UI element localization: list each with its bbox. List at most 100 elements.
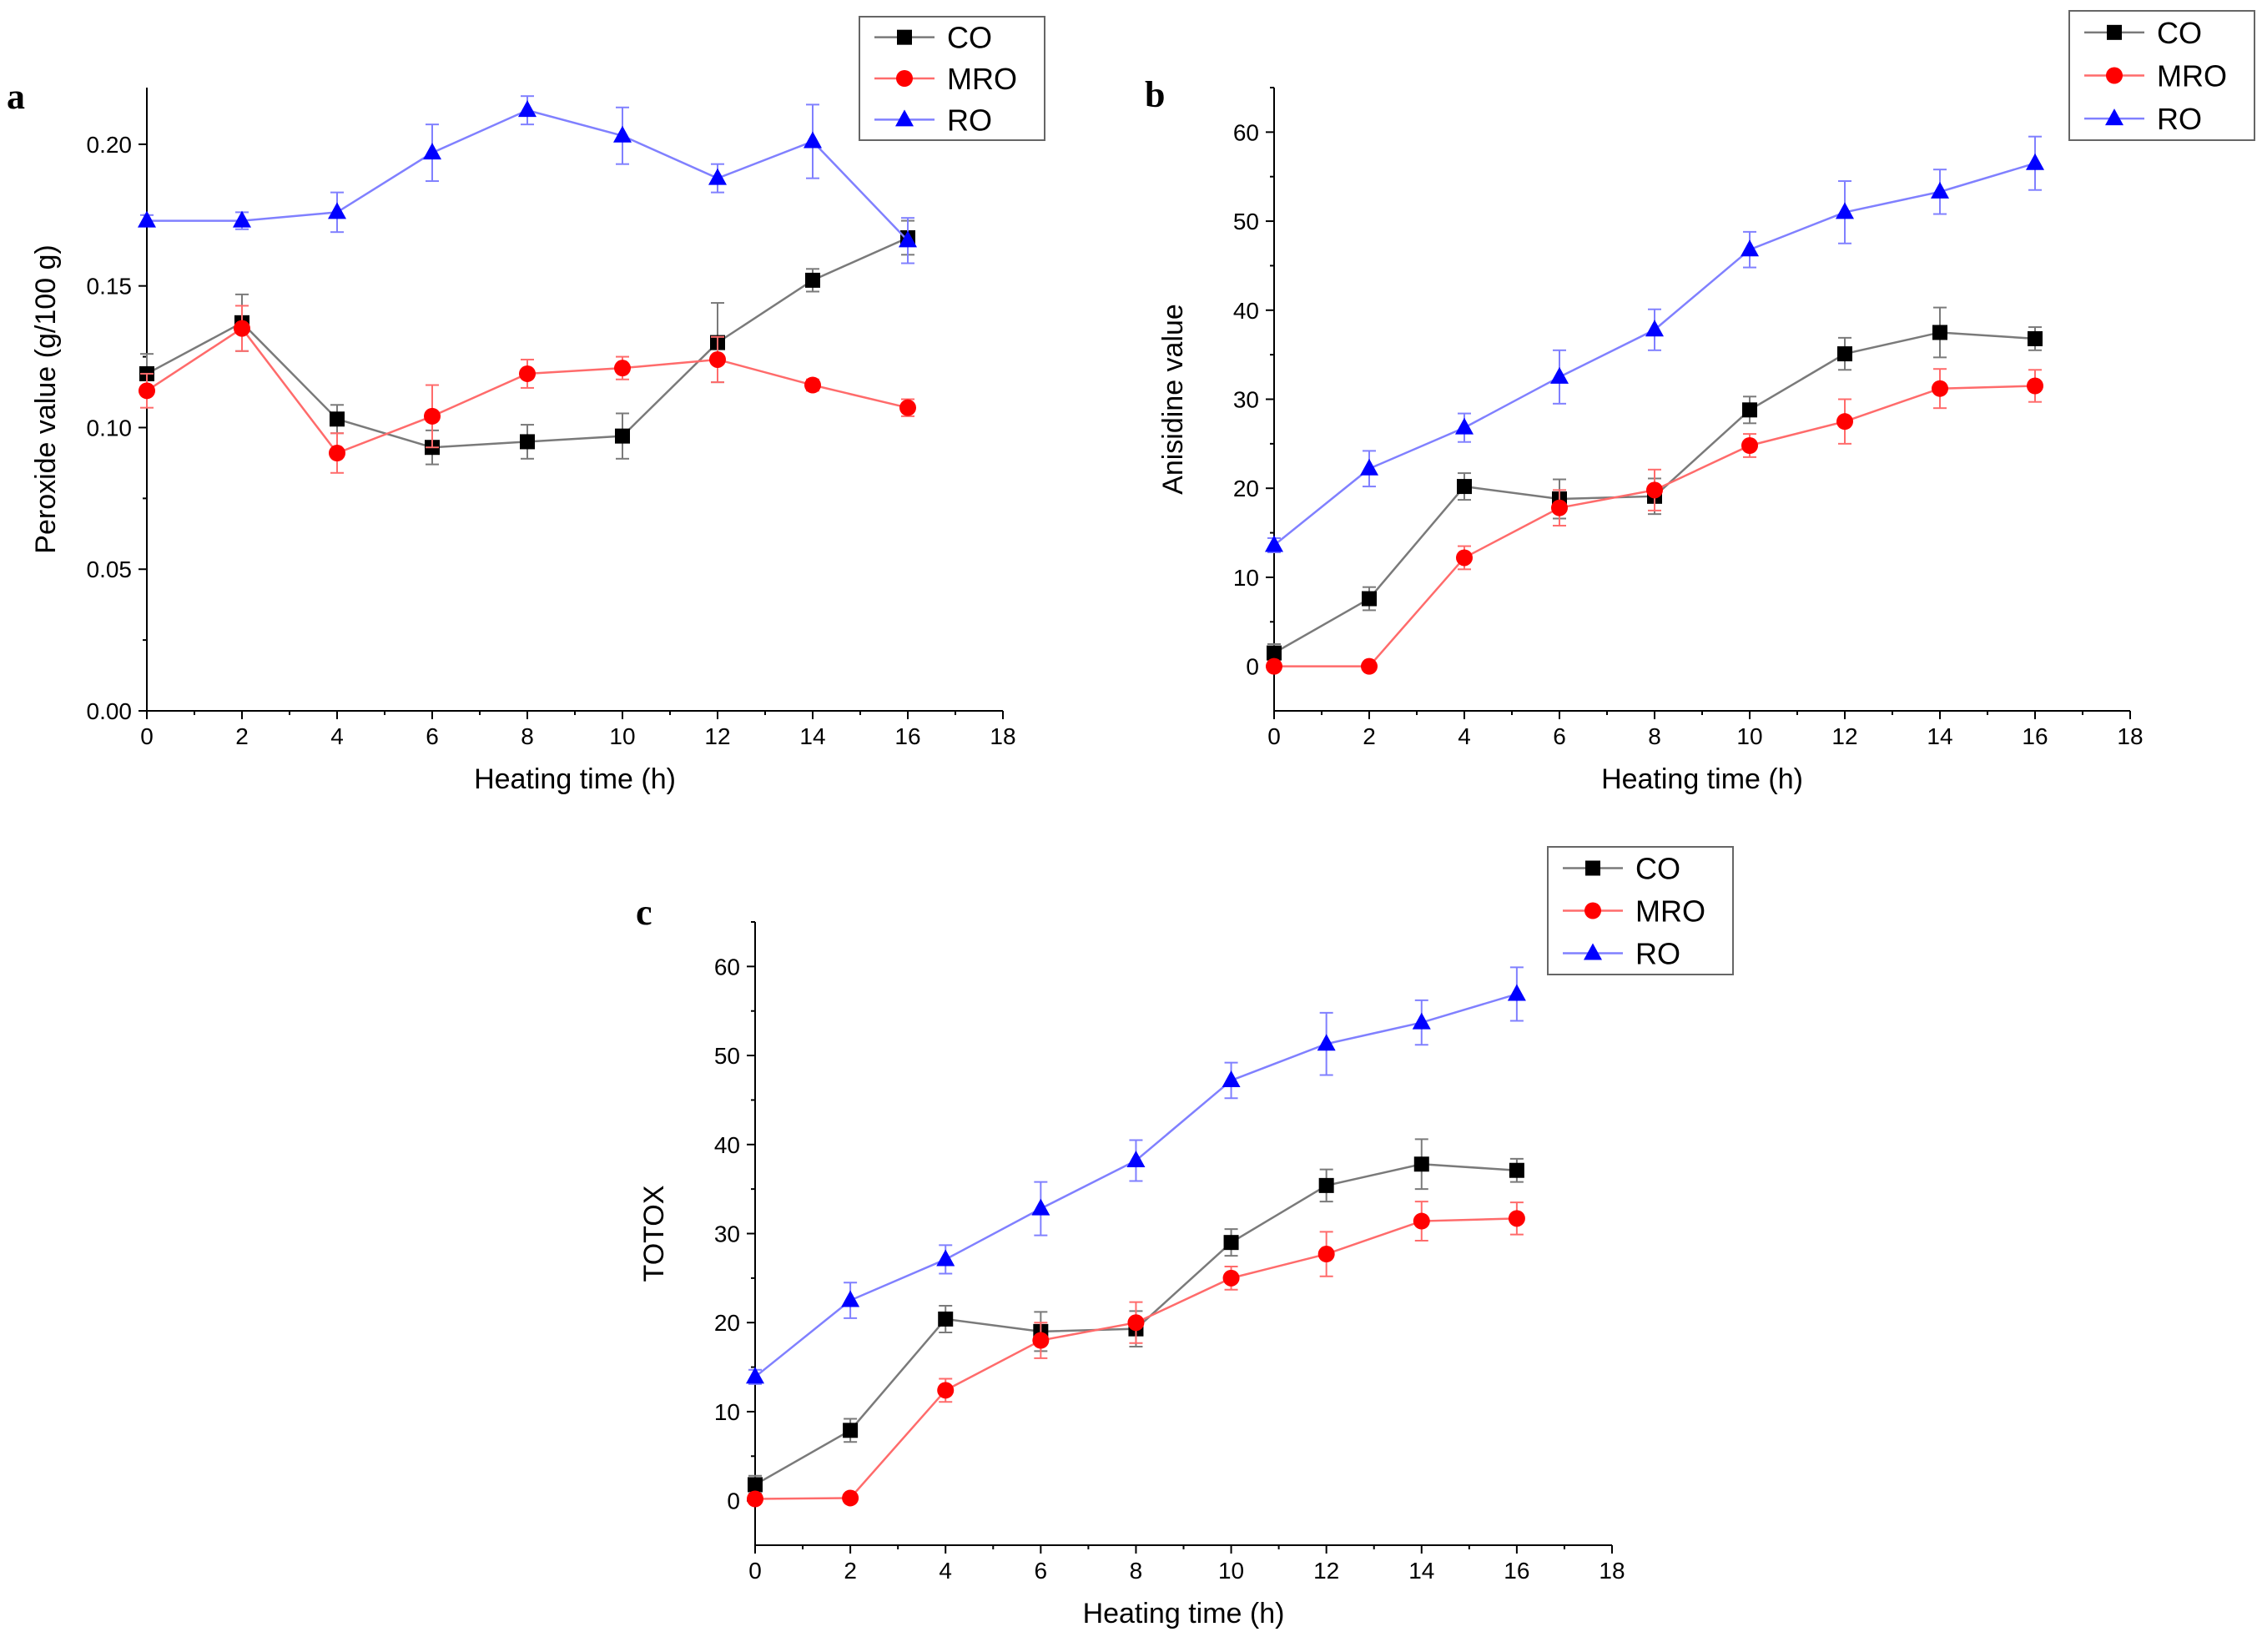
data-point bbox=[804, 131, 822, 149]
data-point bbox=[233, 210, 251, 228]
data-point bbox=[1836, 413, 1853, 431]
x-tick-label: 8 bbox=[521, 723, 534, 749]
data-point bbox=[843, 1423, 859, 1438]
panel-letter: c bbox=[636, 892, 652, 933]
y-tick-label: 60 bbox=[714, 954, 740, 980]
x-tick-label: 10 bbox=[1736, 723, 1762, 749]
legend-marker bbox=[2107, 24, 2122, 40]
x-tick-label: 8 bbox=[1130, 1558, 1143, 1584]
data-point bbox=[424, 407, 441, 425]
data-point bbox=[1032, 1332, 1050, 1349]
legend-label: RO bbox=[1635, 937, 1680, 971]
legend-label: MRO bbox=[947, 62, 1017, 96]
y-tick-label: 10 bbox=[714, 1399, 740, 1425]
data-point bbox=[1550, 366, 1569, 384]
data-point bbox=[1551, 499, 1568, 516]
x-tick-label: 18 bbox=[2117, 723, 2143, 749]
x-tick-label: 0 bbox=[748, 1558, 762, 1584]
x-tick-label: 2 bbox=[1363, 723, 1376, 749]
data-point bbox=[1741, 436, 1758, 454]
data-point bbox=[1508, 1210, 1525, 1227]
series-line bbox=[1274, 385, 2036, 667]
legend: CO MRO RO bbox=[1547, 846, 1734, 975]
y-tick-label: 10 bbox=[1233, 565, 1259, 591]
series-line bbox=[146, 236, 909, 449]
x-tick-label: 12 bbox=[1831, 723, 1857, 749]
data-point bbox=[1413, 1212, 1430, 1230]
data-point bbox=[938, 1311, 954, 1327]
y-tick-label: 60 bbox=[1233, 119, 1259, 145]
data-point bbox=[1507, 984, 1526, 1001]
x-tick-label: 18 bbox=[1599, 1558, 1625, 1584]
x-tick-label: 18 bbox=[990, 723, 1015, 749]
data-point bbox=[805, 272, 820, 288]
series-ro bbox=[1265, 135, 2044, 554]
y-tick-label: 30 bbox=[1233, 387, 1259, 413]
data-point bbox=[1222, 1070, 1241, 1087]
data-point bbox=[1265, 535, 1283, 552]
legend-marker bbox=[1585, 860, 1600, 876]
y-tick-label: 20 bbox=[714, 1310, 740, 1336]
data-point bbox=[1932, 380, 1948, 397]
series-line bbox=[754, 1217, 1517, 1500]
x-tick-label: 6 bbox=[1553, 723, 1566, 749]
x-tick-label: 0 bbox=[1267, 723, 1281, 749]
data-point bbox=[615, 428, 630, 444]
legend-marker bbox=[2105, 108, 2123, 126]
x-tick-label: 16 bbox=[2022, 723, 2048, 749]
x-tick-label: 8 bbox=[1648, 723, 1661, 749]
legend-marker bbox=[1584, 902, 1601, 919]
legend-marker bbox=[2106, 67, 2123, 84]
data-point bbox=[1223, 1235, 1239, 1251]
data-point bbox=[1222, 1269, 1240, 1287]
y-tick-label: 40 bbox=[714, 1132, 740, 1158]
data-point bbox=[518, 100, 537, 118]
data-point bbox=[748, 1477, 763, 1493]
series-mro bbox=[1266, 368, 2043, 675]
data-point bbox=[1412, 1012, 1431, 1030]
x-tick-label: 4 bbox=[939, 1558, 952, 1584]
data-point bbox=[330, 411, 345, 427]
data-point bbox=[1645, 320, 1664, 337]
y-tick-label: 50 bbox=[1233, 209, 1259, 234]
x-tick-label: 2 bbox=[235, 723, 249, 749]
data-point bbox=[2027, 377, 2043, 395]
data-point bbox=[937, 1382, 955, 1399]
series-mro bbox=[747, 1201, 1525, 1508]
legend-label: CO bbox=[2157, 16, 2202, 50]
legend-label: RO bbox=[947, 103, 992, 137]
data-point bbox=[842, 1489, 859, 1507]
x-tick-label: 12 bbox=[1313, 1558, 1339, 1584]
legend: CO MRO RO bbox=[859, 16, 1045, 141]
data-point bbox=[899, 399, 916, 416]
x-tick-label: 14 bbox=[1927, 723, 1952, 749]
data-point bbox=[1741, 239, 1759, 257]
y-tick-label: 0.15 bbox=[87, 274, 133, 300]
legend-marker bbox=[1584, 943, 1602, 960]
y-tick-label: 20 bbox=[1233, 476, 1259, 501]
data-point bbox=[1836, 202, 1854, 219]
data-point bbox=[1317, 1246, 1335, 1263]
x-tick-label: 0 bbox=[140, 723, 154, 749]
y-axis-title: Peroxide value (g/100 g) bbox=[30, 244, 62, 553]
data-point bbox=[1266, 657, 1282, 675]
legend-label: CO bbox=[1635, 852, 1680, 886]
x-axis-title: Heating time (h) bbox=[1083, 1598, 1285, 1629]
x-tick-label: 4 bbox=[1458, 723, 1471, 749]
data-point bbox=[841, 1290, 860, 1307]
data-point bbox=[138, 210, 156, 228]
y-tick-label: 0.20 bbox=[87, 132, 133, 158]
data-point bbox=[328, 202, 346, 219]
series-co bbox=[139, 219, 915, 466]
data-point bbox=[519, 365, 536, 382]
y-tick-label: 30 bbox=[714, 1221, 740, 1247]
y-axis-title: Anisidine value bbox=[1157, 304, 1189, 495]
x-tick-label: 4 bbox=[330, 723, 344, 749]
x-tick-label: 16 bbox=[1504, 1558, 1529, 1584]
x-tick-label: 10 bbox=[1218, 1558, 1244, 1584]
y-axis-title: TOTOX bbox=[638, 1186, 670, 1282]
data-point bbox=[1742, 402, 1757, 418]
legend-label: RO bbox=[2157, 102, 2202, 136]
series-line bbox=[147, 108, 909, 242]
